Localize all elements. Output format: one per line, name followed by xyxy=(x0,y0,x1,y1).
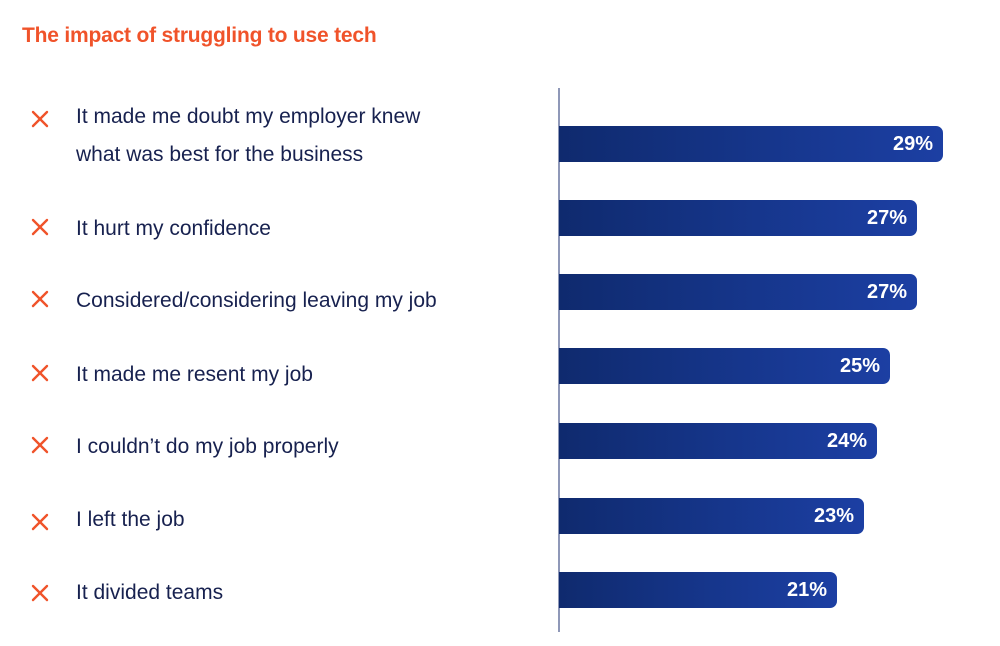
bar: 21% xyxy=(559,572,837,608)
chart-title: The impact of struggling to use tech xyxy=(22,24,377,47)
bar-value-label: 25% xyxy=(839,355,880,377)
close-x-icon xyxy=(30,583,52,605)
close-x-icon xyxy=(30,512,52,534)
bar: 27% xyxy=(559,200,917,236)
category-label: It made me doubt my employer knew what wa… xyxy=(76,98,536,174)
category-label-line: It hurt my confidence xyxy=(76,217,271,240)
category-label: Considered/considering leaving my job xyxy=(76,282,536,320)
bar-value-label: 21% xyxy=(786,579,827,601)
category-axis-line xyxy=(558,88,560,632)
category-label-line: It made me resent my job xyxy=(76,363,313,386)
bar-value-label: 23% xyxy=(813,505,854,527)
close-x-icon xyxy=(30,435,52,457)
category-label: It divided teams xyxy=(76,574,536,612)
bar: 29% xyxy=(559,126,943,162)
bar-value-label: 29% xyxy=(892,133,933,155)
close-x-icon xyxy=(30,217,52,239)
category-label-line: I couldn’t do my job properly xyxy=(76,435,339,458)
category-label-line: It divided teams xyxy=(76,581,224,604)
bar-value-label: 27% xyxy=(866,207,907,229)
category-label-line: what was best for the business xyxy=(76,143,364,166)
category-label: It made me resent my job xyxy=(76,356,536,394)
close-x-icon xyxy=(30,289,52,311)
category-label-line: I left the job xyxy=(76,508,185,531)
category-label: I left the job xyxy=(76,501,536,539)
category-label-line: It made me doubt my employer knew xyxy=(76,105,421,128)
bar: 25% xyxy=(559,348,890,384)
bar: 23% xyxy=(559,498,864,534)
close-x-icon xyxy=(30,109,52,131)
bar-value-label: 27% xyxy=(866,281,907,303)
bar: 27% xyxy=(559,274,917,310)
bar-value-label: 24% xyxy=(826,430,867,452)
category-label: It hurt my confidence xyxy=(76,210,536,248)
close-x-icon xyxy=(30,363,52,385)
category-label: I couldn’t do my job properly xyxy=(76,428,536,466)
bar: 24% xyxy=(559,423,877,459)
category-label-line: Considered/considering leaving my job xyxy=(76,289,437,312)
